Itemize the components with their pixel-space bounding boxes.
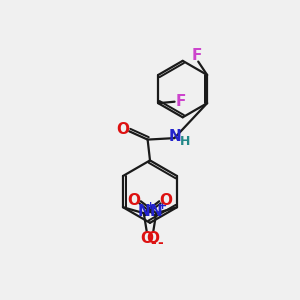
Text: +: +: [158, 201, 167, 211]
Text: N: N: [169, 129, 181, 144]
Text: O: O: [128, 193, 141, 208]
Text: -: -: [150, 236, 156, 250]
Text: N: N: [137, 205, 150, 220]
Text: H: H: [180, 135, 190, 148]
Text: O: O: [140, 231, 153, 246]
Text: O: O: [117, 122, 130, 137]
Text: O: O: [159, 193, 172, 208]
Text: O: O: [147, 231, 160, 246]
Text: N: N: [150, 205, 163, 220]
Text: F: F: [192, 48, 202, 63]
Text: +: +: [146, 201, 155, 211]
Text: F: F: [176, 94, 186, 109]
Text: -: -: [157, 236, 163, 250]
